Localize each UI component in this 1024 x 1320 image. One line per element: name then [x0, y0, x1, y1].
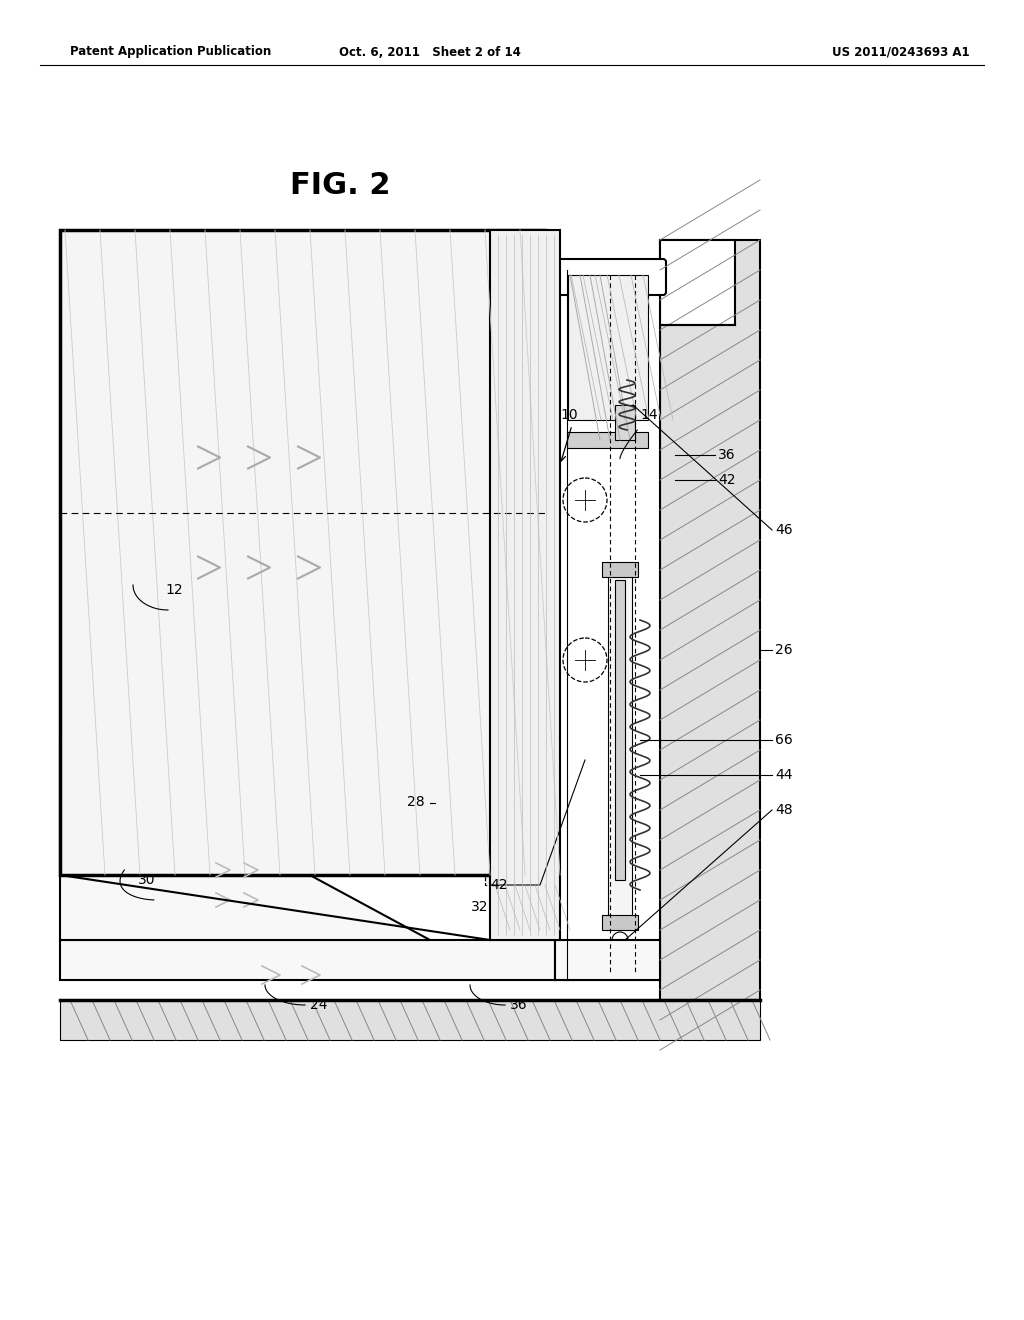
Text: 36: 36 — [510, 998, 527, 1012]
Polygon shape — [60, 741, 430, 940]
Bar — [608, 570, 632, 920]
Bar — [435, 760, 450, 845]
Bar — [490, 230, 560, 940]
Text: 24: 24 — [310, 998, 328, 1012]
Bar — [60, 940, 555, 979]
Text: 32: 32 — [471, 900, 488, 913]
Text: 30: 30 — [137, 873, 155, 887]
Text: 48: 48 — [775, 803, 793, 817]
Bar — [602, 915, 638, 931]
Bar — [660, 240, 735, 325]
Text: 66: 66 — [775, 733, 793, 747]
Bar — [555, 271, 660, 979]
Text: 42: 42 — [718, 473, 735, 487]
Bar — [602, 562, 638, 577]
Bar — [555, 940, 660, 979]
Text: US 2011/0243693 A1: US 2011/0243693 A1 — [833, 45, 970, 58]
FancyBboxPatch shape — [430, 755, 540, 850]
Text: 26: 26 — [775, 643, 793, 657]
Text: 46: 46 — [775, 523, 793, 537]
Text: 28: 28 — [408, 796, 425, 809]
Text: FIG. 2: FIG. 2 — [290, 170, 390, 199]
Text: 36: 36 — [718, 447, 735, 462]
Circle shape — [612, 932, 628, 948]
Text: 12: 12 — [165, 583, 182, 597]
Text: Oct. 6, 2011   Sheet 2 of 14: Oct. 6, 2011 Sheet 2 of 14 — [339, 45, 521, 58]
Text: 14: 14 — [640, 408, 657, 422]
Bar — [615, 579, 625, 880]
Text: Patent Application Publication: Patent Application Publication — [70, 45, 271, 58]
Bar — [568, 275, 648, 420]
Text: 10: 10 — [560, 408, 578, 422]
Text: 44: 44 — [775, 768, 793, 781]
Bar — [485, 855, 515, 884]
Bar — [60, 1001, 760, 1040]
Text: 42: 42 — [490, 878, 508, 892]
Bar — [660, 240, 760, 1001]
Bar — [60, 230, 545, 875]
Bar — [567, 432, 648, 447]
FancyBboxPatch shape — [549, 259, 666, 294]
Bar — [615, 405, 635, 440]
